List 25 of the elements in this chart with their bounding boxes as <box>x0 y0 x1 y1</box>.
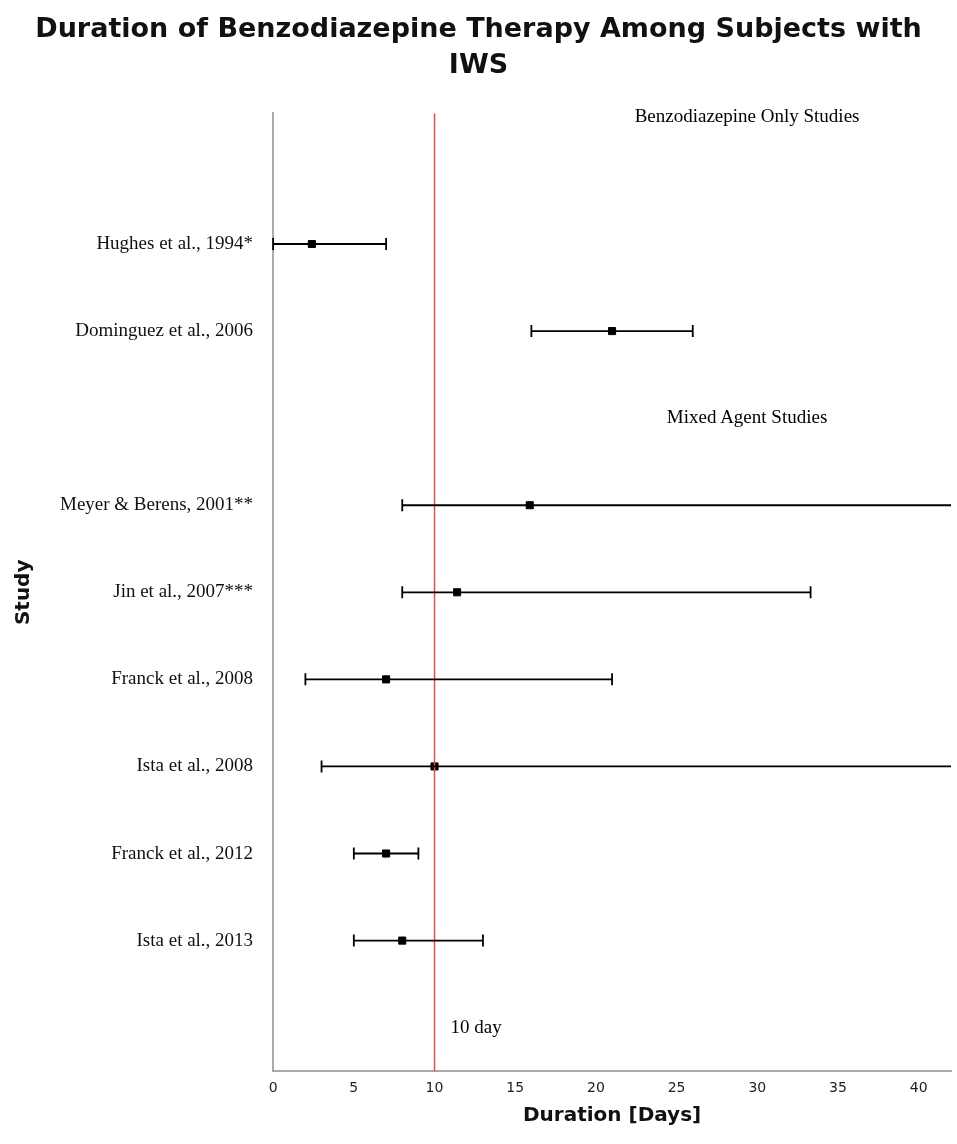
x-tick-label: 5 <box>349 1079 359 1096</box>
x-tick-label: 10 <box>425 1079 444 1096</box>
y-tick-label: Ista et al., 2013 <box>136 928 254 950</box>
x-tick-label: 0 <box>268 1079 278 1096</box>
ref-line-label: 10 day <box>450 1015 503 1037</box>
x-axis-title: Duration [Days] <box>522 1102 702 1127</box>
y-tick-label: Meyer & Berens, 2001** <box>59 493 254 515</box>
y-tick-label: Ista et al., 2008 <box>136 754 254 776</box>
point <box>382 849 391 858</box>
y-axis-title: Study <box>10 559 35 626</box>
x-tick-label: 30 <box>748 1079 767 1096</box>
annotation: Mixed Agent Studies <box>666 406 828 428</box>
chart-title: Duration of Benzodiazepine Therapy Among Subjects with IWS <box>34 11 923 81</box>
point <box>398 936 407 945</box>
y-tick-label: Franck et al., 2012 <box>111 841 254 863</box>
x-tick-label: 25 <box>667 1079 686 1096</box>
x-tick-label: 15 <box>506 1079 525 1096</box>
annotation: Benzodiazepine Only Studies <box>634 104 860 126</box>
x-tick-label: 20 <box>587 1079 605 1096</box>
y-tick-label: Franck et al., 2008 <box>111 667 254 689</box>
y-tick-label: Dominguez et al., 2006 <box>75 319 254 341</box>
y-tick-label: Jin et al., 2007*** <box>113 580 254 602</box>
y-tick-label: Hughes et al., 1994* <box>96 231 254 253</box>
x-tick-label: 35 <box>829 1079 847 1096</box>
x-tick-label: 40 <box>909 1079 928 1096</box>
